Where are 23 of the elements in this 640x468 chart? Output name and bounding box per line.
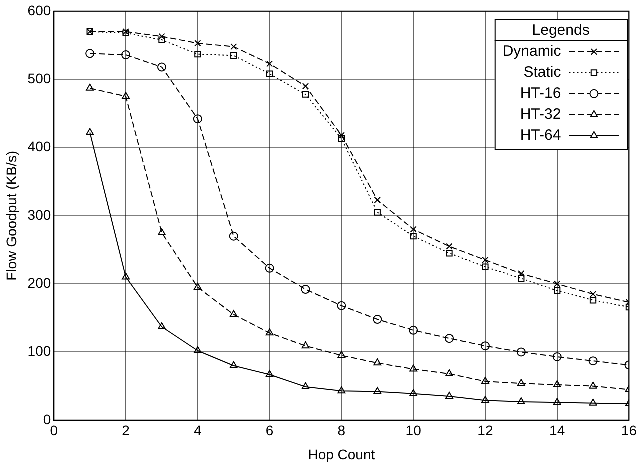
legend-label: HT-64 bbox=[520, 127, 562, 144]
legend-title: Legends bbox=[532, 22, 590, 40]
x-tick-label: 4 bbox=[194, 422, 202, 439]
y-tick-label: 200 bbox=[28, 274, 52, 291]
y-axis-title: Flow Goodput (KB/s) bbox=[3, 150, 20, 281]
legend-label: HT-16 bbox=[520, 85, 562, 102]
legend-label: HT-32 bbox=[520, 106, 562, 124]
legend-label: Static bbox=[524, 64, 562, 82]
y-tick-label: 400 bbox=[28, 138, 52, 155]
x-tick-label: 6 bbox=[266, 422, 274, 439]
x-tick-label: 16 bbox=[621, 422, 638, 439]
y-tick-label: 600 bbox=[28, 2, 52, 18]
x-axis-title: Hop Count bbox=[308, 446, 376, 462]
x-tick-label: 12 bbox=[478, 422, 494, 439]
x-tick-label: 8 bbox=[338, 422, 346, 439]
x-tick-label: 2 bbox=[122, 422, 130, 439]
y-tick-label: 300 bbox=[28, 206, 52, 223]
y-tick-label: 100 bbox=[28, 343, 52, 360]
x-tick-label: 10 bbox=[406, 422, 422, 439]
legend-label: Dynamic bbox=[502, 43, 562, 60]
x-tick-label: 14 bbox=[550, 422, 566, 439]
y-tick-label: 0 bbox=[43, 411, 52, 428]
y-tick-label: 500 bbox=[28, 70, 52, 86]
